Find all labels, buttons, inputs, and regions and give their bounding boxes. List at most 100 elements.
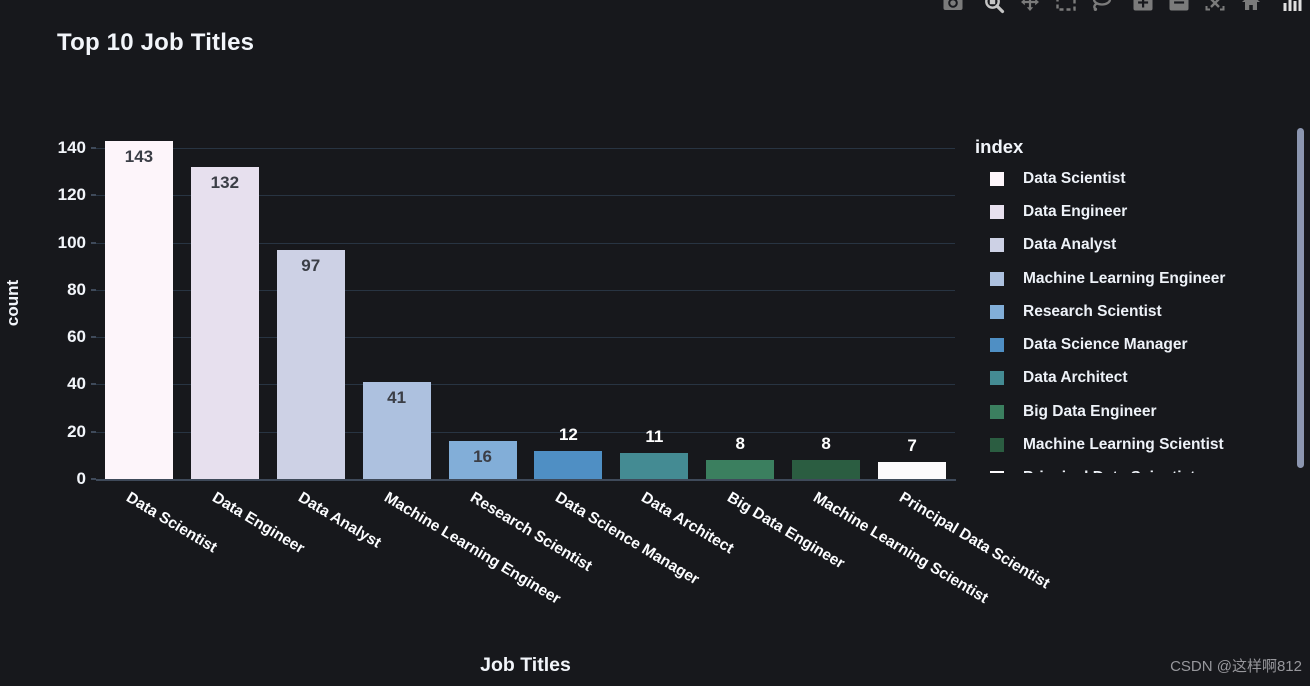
- bar-value-label: 41: [387, 388, 407, 408]
- bar[interactable]: [620, 453, 689, 479]
- legend-swatch-icon: [990, 371, 1004, 386]
- bar-value-label: 97: [301, 255, 321, 275]
- legend-item-label: Data Science Manager: [1023, 336, 1188, 354]
- legend-item[interactable]: Data Architect: [975, 362, 1303, 395]
- gridline: [96, 148, 955, 150]
- bar-value-label: 12: [558, 424, 578, 444]
- legend-item-label: Machine Learning Scientist: [1023, 436, 1224, 454]
- zoom-button[interactable]: [982, 0, 1006, 15]
- legend-item[interactable]: Research Scientist: [975, 295, 1303, 328]
- y-tick-label: 120: [57, 185, 86, 205]
- legend-item-label: Principal Data Scientist: [1023, 469, 1195, 473]
- x-tick-label: Data Engineer: [209, 489, 308, 558]
- x-tick-label: Data Science Manager: [552, 489, 703, 589]
- legend-item[interactable]: Data Analyst: [975, 229, 1303, 262]
- bar-value-label: 132: [210, 173, 240, 193]
- bar[interactable]: [792, 460, 861, 479]
- legend-item[interactable]: Data Engineer: [975, 195, 1303, 228]
- legend-item-label: Machine Learning Engineer: [1023, 269, 1226, 287]
- autoscale-button[interactable]: [1203, 0, 1227, 15]
- y-tick-label: 20: [67, 421, 86, 441]
- bar-value-label: 143: [124, 147, 154, 167]
- zoom-out-icon: [1169, 0, 1189, 11]
- legend-items: Data Scientist Data Engineer Data Analyst M…: [975, 162, 1303, 473]
- reset-axes-button[interactable]: [1239, 0, 1263, 15]
- box-select-icon: [1056, 0, 1076, 11]
- y-tick-label: 0: [76, 469, 86, 488]
- bar-value-label: 8: [821, 434, 831, 454]
- y-axis-title: count: [3, 279, 22, 327]
- legend-swatch-icon: [990, 338, 1004, 353]
- legend-swatch-icon: [990, 204, 1004, 219]
- y-tick-mark: [91, 478, 96, 480]
- legend-title: index: [975, 136, 1024, 157]
- box-select-button[interactable]: [1054, 0, 1078, 15]
- bar[interactable]: [190, 167, 259, 479]
- plot-area[interactable]: 143 132 97 41 16 12 11 8 8 7: [96, 134, 955, 479]
- bar[interactable]: [706, 460, 775, 479]
- legend-item-label: Data Analyst: [1023, 236, 1117, 254]
- bar-value-label: 11: [645, 427, 664, 446]
- x-tick-label: Data Scientist: [123, 489, 220, 557]
- legend-item-label: Data Architect: [1023, 369, 1128, 387]
- modebar-group: [1131, 0, 1263, 15]
- legend-item-label: Big Data Engineer: [1023, 402, 1157, 420]
- bar[interactable]: [104, 141, 173, 479]
- lasso-select-button[interactable]: [1090, 0, 1114, 15]
- gridline: [96, 431, 955, 433]
- lasso-select-icon: [1092, 0, 1112, 11]
- zoom-in-icon: [1133, 0, 1153, 11]
- camera-button[interactable]: [941, 0, 965, 15]
- watermark: CSDN @这样啊812: [1170, 658, 1302, 675]
- gridline: [96, 242, 955, 244]
- legend-swatch-icon: [990, 238, 1004, 253]
- gridline: [96, 289, 955, 291]
- y-tick-label: 80: [67, 279, 86, 299]
- bar-value-label: 7: [907, 436, 917, 456]
- legend-swatch-icon: [990, 304, 1004, 319]
- legend-item[interactable]: Big Data Engineer: [975, 395, 1303, 428]
- y-tick-label: 140: [57, 138, 86, 158]
- bar[interactable]: [362, 382, 431, 479]
- legend-swatch-icon: [990, 171, 1004, 186]
- legend: index Data Scientist Data Engineer Data An…: [975, 136, 1303, 473]
- reset-axes-icon: [1242, 0, 1260, 10]
- legend-swatch-icon: [990, 404, 1004, 419]
- legend-swatch-icon: [990, 438, 1004, 453]
- legend-item[interactable]: Machine Learning Engineer: [975, 262, 1303, 295]
- bar[interactable]: [448, 441, 517, 479]
- legend-item-label: Research Scientist: [1023, 302, 1162, 320]
- x-tick-label: Principal Data Scientist: [896, 489, 1053, 593]
- pan-icon: [1021, 0, 1039, 11]
- plotly-logo-button[interactable]: [1280, 0, 1304, 15]
- zoom-out-button[interactable]: [1167, 0, 1191, 15]
- y-tick-label: 100: [57, 232, 86, 252]
- bar-value-label: 16: [473, 447, 492, 467]
- legend-item[interactable]: Data Science Manager: [975, 328, 1303, 361]
- legend-item[interactable]: Principal Data Scientist: [975, 462, 1303, 473]
- y-tick-mark: [91, 430, 96, 433]
- legend-item[interactable]: Machine Learning Scientist: [975, 428, 1303, 461]
- gridline: [96, 384, 955, 386]
- modebar-group: [1280, 0, 1304, 15]
- y-tick-mark: [91, 194, 96, 197]
- legend-item-label: Data Scientist: [1023, 169, 1126, 187]
- modebar-group: [982, 0, 1114, 15]
- plotly-logo-icon: [1283, 0, 1302, 11]
- bar[interactable]: [276, 249, 345, 479]
- legend-item-label: Data Engineer: [1023, 202, 1128, 220]
- zoom-in-button[interactable]: [1131, 0, 1155, 15]
- bar[interactable]: [534, 450, 603, 479]
- y-tick-mark: [91, 241, 96, 244]
- legend-scrollbar[interactable]: [1297, 128, 1304, 468]
- modebar: [924, 0, 1304, 15]
- pan-button[interactable]: [1018, 0, 1042, 15]
- legend-item[interactable]: Data Scientist: [975, 162, 1303, 195]
- modebar-group: [941, 0, 965, 15]
- y-tick-mark: [91, 336, 96, 339]
- x-axis-line: [96, 479, 956, 481]
- y-tick-mark: [91, 383, 96, 386]
- y-tick-mark: [91, 288, 96, 291]
- bar[interactable]: [878, 462, 947, 479]
- y-tick-mark: [91, 147, 96, 150]
